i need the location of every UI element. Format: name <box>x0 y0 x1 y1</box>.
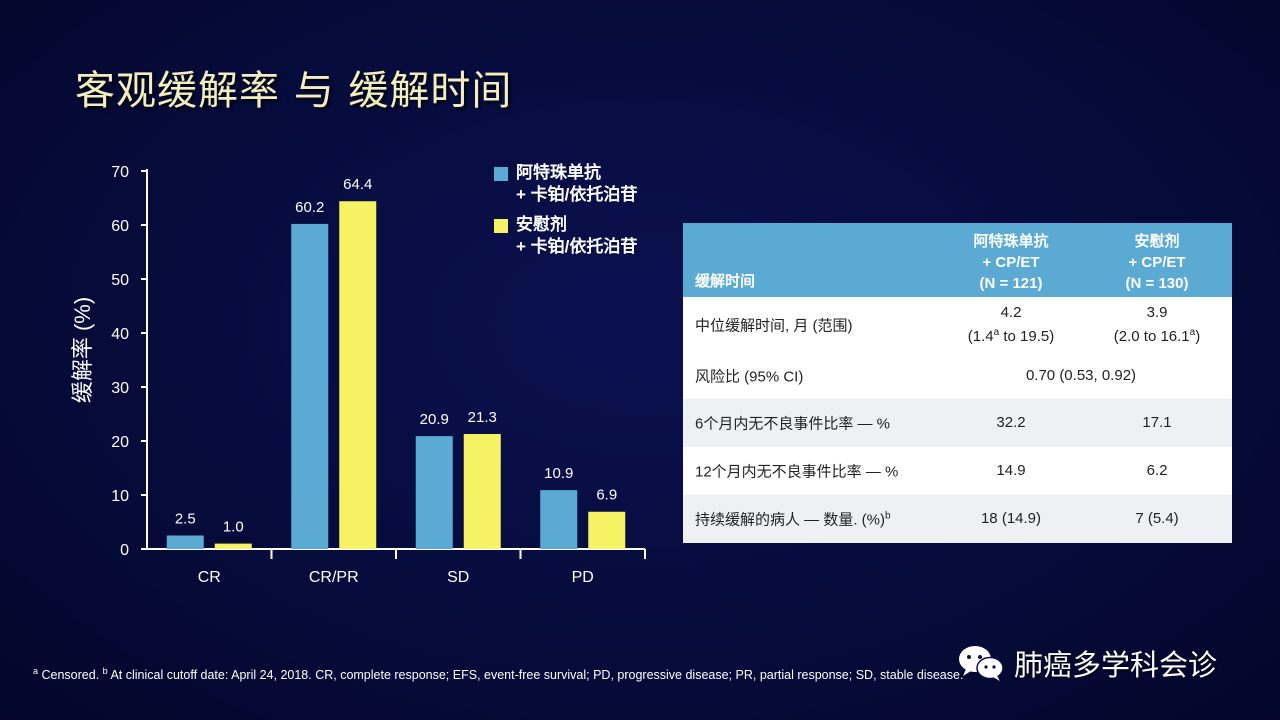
bar-chart: 0 10 20 30 40 50 60 70 CR CR/PR SD PD 2.5 1.0 60.2 64.… <box>70 164 646 586</box>
data-label: 21.3 <box>468 409 497 426</box>
page-title: 客观缓解率 与 缓解时间 <box>75 68 513 114</box>
legend-label-line1: 阿特珠单抗 <box>516 163 601 182</box>
data-label: 60.2 <box>295 199 324 216</box>
legend-swatch-blue <box>494 167 508 181</box>
row-label: 中位缓解时间, 月 (范围) <box>695 317 853 335</box>
data-label: 64.4 <box>343 176 372 193</box>
y-tick-label: 40 <box>111 326 129 343</box>
y-tick-label: 20 <box>111 434 129 451</box>
bar <box>588 511 626 549</box>
response-duration-table: 缓解时间 阿特珠单抗 + CP/ET (N = 121) 安慰剂 + CP/ET… <box>683 223 1232 543</box>
cell-value: 3.9 (2.0 to 16.1a) <box>1087 303 1227 347</box>
cell-value: 4.2 (1.4a to 19.5) <box>935 303 1087 347</box>
header-line: 阿特珠单抗 <box>973 233 1049 250</box>
cell-value: 6.2 <box>1146 462 1168 479</box>
cell-value: 18 (14.9) <box>980 510 1042 527</box>
table-row: 持续缓解的病人 — 数量. (%)b 18 (14.9) 7 (5.4) <box>683 495 1232 543</box>
range-text: (2.0 to 16.1 <box>1113 328 1190 345</box>
y-tick-label: 70 <box>111 164 129 181</box>
table-row: 风险比 (95% CI) 0.70 (0.53, 0.92) <box>683 353 1232 399</box>
table-header-col-atezolizumab: 阿特珠单抗 + CP/ET (N = 121) <box>935 231 1087 294</box>
watermark: 肺癌多学科会诊 <box>956 642 1217 684</box>
footnote-sup: a <box>33 666 39 676</box>
table-header: 缓解时间 阿特珠单抗 + CP/ET (N = 121) 安慰剂 + CP/ET… <box>683 223 1232 297</box>
range-text: ) <box>1195 328 1201 345</box>
bar <box>540 490 578 549</box>
footnote-sup: b <box>102 666 108 676</box>
table-header-label: 缓解时间 <box>695 273 756 290</box>
range-text: to 19.5) <box>999 328 1055 345</box>
header-line: 安慰剂 <box>1134 233 1180 250</box>
header-line: (N = 121) <box>979 275 1043 292</box>
legend-label-line2: + 卡铂/依托泊苷 <box>516 185 638 204</box>
data-label: 2.5 <box>175 511 196 528</box>
bar <box>291 223 329 550</box>
y-tick-label: 30 <box>111 380 129 397</box>
x-tick-label: PD <box>572 569 594 586</box>
legend-label-line2: + 卡铂/依托泊苷 <box>516 237 638 256</box>
chart-bars <box>166 201 626 550</box>
legend-item-placebo: 安慰剂 + 卡铂/依托泊苷 <box>494 214 637 258</box>
row-label: 持续缓解的病人 — 数量. (%)b <box>695 509 891 530</box>
table-header-col-placebo: 安慰剂 + CP/ET (N = 130) <box>1087 231 1227 294</box>
header-line: (N = 130) <box>1125 275 1189 292</box>
bar <box>166 535 204 549</box>
cell-value: 7 (5.4) <box>1135 510 1179 527</box>
row-label: 6个月内无不良事件比率 — % <box>695 415 891 433</box>
watermark-text: 肺癌多学科会诊 <box>1014 648 1218 682</box>
cell-value: 32.2 <box>996 414 1026 431</box>
bar <box>415 436 453 549</box>
chart-data-labels: 2.5 1.0 60.2 64.4 20.9 21.3 10.9 6.9 <box>175 176 617 535</box>
chart-axes: 0 10 20 30 40 50 60 70 CR CR/PR SD PD <box>111 164 646 586</box>
chart-legend: 阿特珠单抗 + 卡铂/依托泊苷 安慰剂 + 卡铂/依托泊苷 <box>494 162 637 266</box>
footnote-text: Censored. <box>38 668 103 683</box>
cell-value-range: (1.4a to 19.5) <box>935 323 1087 347</box>
row-label: 12个月内无不良事件比率 — % <box>695 463 899 481</box>
wechat-icon <box>959 646 1004 681</box>
row-label-text: 持续缓解的病人 — 数量. (%) <box>695 511 885 529</box>
cell-value-main: 4.2 <box>1000 304 1022 321</box>
legend-item-atezolizumab: 阿特珠单抗 + 卡铂/依托泊苷 <box>494 162 637 206</box>
x-tick-label: CR/PR <box>309 569 359 586</box>
header-line: + CP/ET <box>982 254 1040 271</box>
bar <box>463 433 501 549</box>
data-label: 6.9 <box>596 487 617 504</box>
cell-value-span: 0.70 (0.53, 0.92) <box>1025 367 1137 384</box>
range-sup: a <box>993 327 1000 338</box>
bar <box>339 201 377 550</box>
footnote: a Censored. b At clinical cutoff date: A… <box>33 666 963 682</box>
cell-value: 17.1 <box>1142 414 1172 431</box>
legend-label-line1: 安慰剂 <box>516 215 567 234</box>
y-tick-label: 10 <box>111 488 129 505</box>
row-label-sup: b <box>885 510 891 522</box>
y-tick-label: 0 <box>120 542 129 559</box>
data-label: 1.0 <box>223 519 244 536</box>
y-axis-label: 缓解率 (%) <box>70 297 95 403</box>
y-tick-label: 60 <box>111 218 129 235</box>
bar <box>214 543 252 549</box>
range-sup: a <box>1189 327 1196 338</box>
legend-swatch-yellow <box>494 219 508 233</box>
footnote-text: At clinical cutoff date: April 24, 2018.… <box>107 668 964 683</box>
table-row: 中位缓解时间, 月 (范围) 4.2 (1.4a to 19.5) 3.9 (2… <box>683 297 1232 353</box>
table-row: 12个月内无不良事件比率 — % 14.9 6.2 <box>683 447 1232 495</box>
range-text: (1.4 <box>967 328 994 345</box>
row-label: 风险比 (95% CI) <box>695 368 804 386</box>
x-tick-label: SD <box>447 569 469 586</box>
cell-value-main: 3.9 <box>1146 304 1168 321</box>
header-line: + CP/ET <box>1128 254 1186 271</box>
data-label: 10.9 <box>544 465 573 482</box>
data-label: 20.9 <box>420 411 449 428</box>
table-row: 6个月内无不良事件比率 — % 32.2 17.1 <box>683 399 1232 447</box>
x-tick-label: CR <box>198 569 221 586</box>
y-tick-label: 50 <box>111 272 129 289</box>
cell-value: 14.9 <box>996 462 1026 479</box>
cell-value-range: (2.0 to 16.1a) <box>1087 323 1227 347</box>
